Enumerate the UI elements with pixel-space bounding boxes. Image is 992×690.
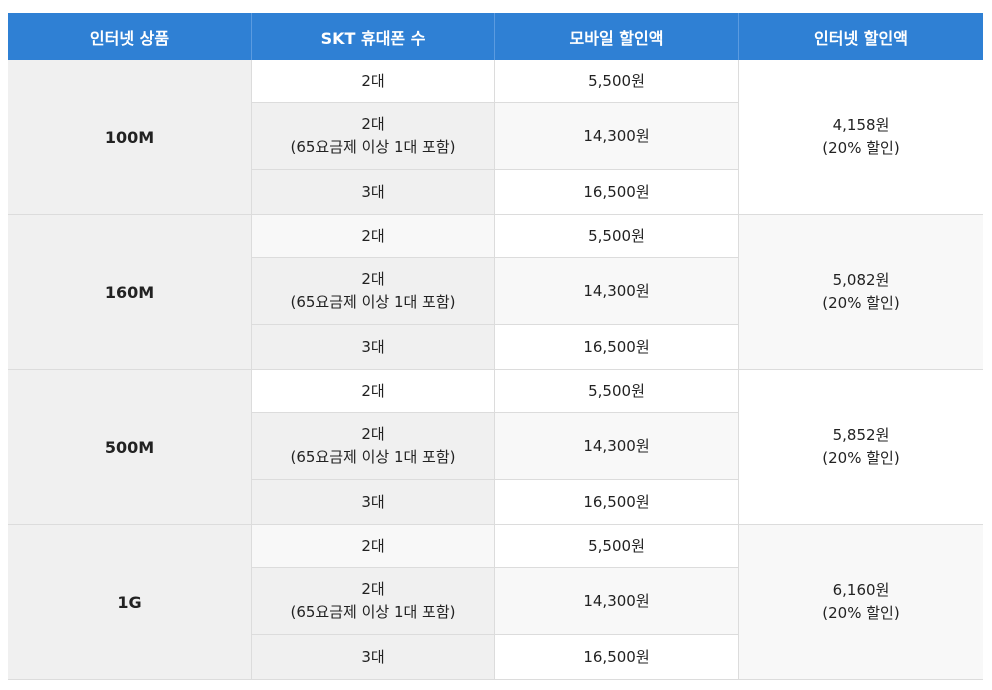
header-internet-product: 인터넷 상품 bbox=[8, 13, 252, 60]
header-skt-phone-count: SKT 휴대폰 수 bbox=[252, 13, 495, 60]
mobile-discount-cell: 5,500원 bbox=[495, 60, 739, 103]
phone-count-cell: 2대 bbox=[252, 60, 495, 103]
internet-discount-amount: 5,852원 bbox=[832, 426, 890, 444]
mobile-discount-cell: 16,500원 bbox=[495, 325, 739, 369]
phone-count-cell: 2대 (65요금제 이상 1대 포함) bbox=[252, 103, 495, 170]
phone-count: 2대 bbox=[361, 381, 385, 400]
mobile-discount-cell: 5,500원 bbox=[495, 215, 739, 258]
phone-count: 2대 bbox=[361, 536, 385, 555]
phone-count-note: (65요금제 이상 1대 포함) bbox=[290, 293, 456, 311]
phone-count-cell: 3대 bbox=[252, 325, 495, 369]
internet-discount-cell: 5,082원 (20% 할인) bbox=[739, 215, 983, 369]
product-cell: 160M bbox=[8, 215, 252, 369]
mobile-discount-cell: 16,500원 bbox=[495, 170, 739, 214]
phone-count-cell: 3대 bbox=[252, 170, 495, 214]
phone-count: 2대 bbox=[361, 71, 385, 90]
header-internet-discount: 인터넷 할인액 bbox=[814, 28, 908, 48]
product-cell: 1G bbox=[8, 525, 252, 679]
internet-discount-rate: (20% 할인) bbox=[822, 139, 900, 157]
internet-discount-rate: (20% 할인) bbox=[822, 294, 900, 312]
table-group: 1G 2대 5,500원 2대 (65요금제 이상 1대 포함) 14,300원… bbox=[8, 525, 983, 680]
phone-count: 3대 bbox=[361, 182, 385, 201]
mobile-discount-cell: 14,300원 bbox=[495, 413, 739, 480]
internet-discount-amount: 4,158원 bbox=[832, 116, 890, 134]
mobile-discount-cell: 14,300원 bbox=[495, 258, 739, 325]
phone-count-cell: 2대 bbox=[252, 215, 495, 258]
discount-table: 인터넷 상품 SKT 휴대폰 수 모바일 할인액 인터넷 할인액 100M 2대… bbox=[8, 13, 983, 680]
product-cell: 500M bbox=[8, 370, 252, 524]
mobile-discount-cell: 16,500원 bbox=[495, 480, 739, 524]
header-mobile-discount: 모바일 할인액 bbox=[495, 13, 739, 60]
mobile-discount-cell: 14,300원 bbox=[495, 568, 739, 635]
table-group: 160M 2대 5,500원 2대 (65요금제 이상 1대 포함) 14,30… bbox=[8, 215, 983, 370]
phone-count-cell: 2대 bbox=[252, 525, 495, 568]
phone-count: 2대 bbox=[361, 580, 385, 598]
internet-discount-amount: 5,082원 bbox=[832, 271, 890, 289]
phone-count-cell: 2대 (65요금제 이상 1대 포함) bbox=[252, 413, 495, 480]
mobile-discount-cell: 14,300원 bbox=[495, 103, 739, 170]
phone-count-note: (65요금제 이상 1대 포함) bbox=[290, 603, 456, 621]
phone-count: 2대 bbox=[361, 226, 385, 245]
phone-count-note: (65요금제 이상 1대 포함) bbox=[290, 138, 456, 156]
phone-count-cell: 2대 (65요금제 이상 1대 포함) bbox=[252, 568, 495, 635]
internet-discount-rate: (20% 할인) bbox=[822, 604, 900, 622]
mobile-discount-cell: 5,500원 bbox=[495, 525, 739, 568]
phone-count: 3대 bbox=[361, 337, 385, 356]
mobile-discount-cell: 16,500원 bbox=[495, 635, 739, 679]
phone-count-note: (65요금제 이상 1대 포함) bbox=[290, 448, 456, 466]
table-group: 500M 2대 5,500원 2대 (65요금제 이상 1대 포함) 14,30… bbox=[8, 370, 983, 525]
phone-count-cell: 2대 bbox=[252, 370, 495, 413]
phone-count: 3대 bbox=[361, 647, 385, 666]
product-cell: 100M bbox=[8, 60, 252, 214]
internet-discount-cell: 5,852원 (20% 할인) bbox=[739, 370, 983, 524]
phone-count: 3대 bbox=[361, 492, 385, 511]
internet-discount-cell: 6,160원 (20% 할인) bbox=[739, 525, 983, 679]
phone-count: 2대 bbox=[361, 425, 385, 443]
phone-count-cell: 3대 bbox=[252, 480, 495, 524]
internet-discount-cell: 4,158원 (20% 할인) bbox=[739, 60, 983, 214]
table-header: 인터넷 상품 SKT 휴대폰 수 모바일 할인액 인터넷 할인액 bbox=[8, 13, 983, 60]
phone-count-cell: 3대 bbox=[252, 635, 495, 679]
mobile-discount-cell: 5,500원 bbox=[495, 370, 739, 413]
table-group: 100M 2대 5,500원 2대 (65요금제 이상 1대 포함) 14,30… bbox=[8, 60, 983, 215]
phone-count-cell: 2대 (65요금제 이상 1대 포함) bbox=[252, 258, 495, 325]
phone-count: 2대 bbox=[361, 270, 385, 288]
internet-discount-amount: 6,160원 bbox=[832, 581, 890, 599]
phone-count: 2대 bbox=[361, 115, 385, 133]
internet-discount-rate: (20% 할인) bbox=[822, 449, 900, 467]
